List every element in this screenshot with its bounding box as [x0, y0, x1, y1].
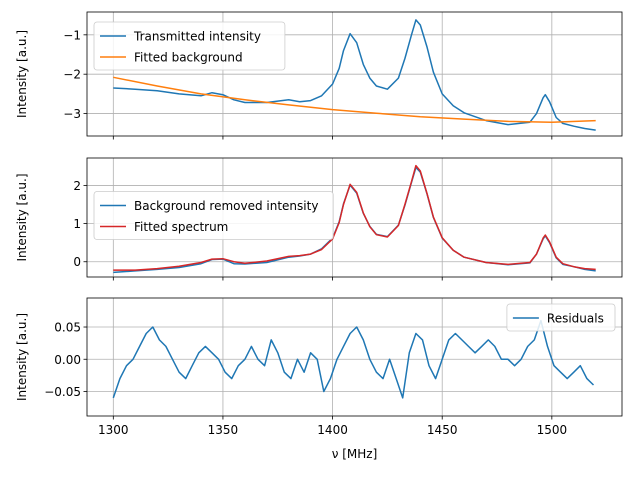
series-line-1: [113, 19, 596, 131]
y-tick-label: 0: [73, 255, 81, 269]
x-tick-label: 1450: [427, 423, 458, 437]
y-tick-label: 1: [73, 217, 81, 231]
y-tick-label: 0.05: [54, 321, 81, 335]
legend: Background removed intensity Fitted spect…: [93, 191, 334, 240]
y-tick-label: 2: [73, 179, 81, 193]
legend-label-2: Fitted background: [134, 51, 243, 65]
legend: Transmitted intensity Fitted background: [93, 21, 286, 71]
y-tick-label: −3: [63, 107, 81, 121]
legend-label-1: Transmitted intensity: [133, 30, 261, 44]
panel-2: 0 1 2 Intensity [a.u.] Background removed in…: [15, 157, 623, 281]
series-line-1: [112, 319, 595, 399]
y-tick-label: −0.05: [44, 385, 81, 399]
legend-label-2: Fitted spectrum: [134, 220, 228, 234]
y-axis-label: Intensity [a.u.]: [15, 174, 29, 262]
panel-1: −3 −2 −1 Intensity [a.u.] Transmitted intens…: [15, 11, 623, 140]
y-axis-label: Intensity [a.u.]: [15, 30, 29, 118]
x-tick-label: 1300: [98, 423, 129, 437]
series-line-2: [113, 76, 596, 123]
y-tick-label: −1: [63, 28, 81, 42]
legend: Residuals: [506, 303, 616, 332]
y-tick-label: 0.00: [54, 353, 81, 367]
series-line-2: [113, 164, 596, 271]
legend-label-1: Background removed intensity: [134, 199, 318, 213]
legend-label-1: Residuals: [547, 312, 604, 326]
x-axis-label: ν [MHz]: [332, 447, 378, 461]
legend-box: [93, 191, 334, 240]
axes-frame: [86, 157, 623, 278]
x-tick-label: 1350: [208, 423, 239, 437]
x-tick-label: 1400: [317, 423, 348, 437]
x-tick-label: 1500: [537, 423, 568, 437]
y-axis-label: Intensity [a.u.]: [15, 313, 29, 401]
axes-frame: [86, 297, 623, 417]
y-tick-label: −2: [63, 68, 81, 82]
panel-3: 1300 1350 1400 1450 1500 −0.05 0.00 0.05 Intensi…: [15, 297, 623, 461]
legend-box: [93, 21, 286, 71]
legend-box: [506, 303, 616, 332]
